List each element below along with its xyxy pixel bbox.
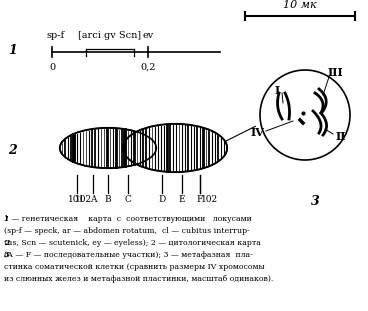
Text: C: C	[124, 195, 131, 204]
Text: 1: 1	[8, 44, 17, 57]
Text: 0: 0	[49, 63, 55, 72]
Text: III: III	[327, 67, 343, 78]
Text: IV: IV	[250, 128, 264, 138]
Text: 0,2: 0,2	[140, 63, 156, 72]
Text: стинка соматической клетки (сравнить размеры IV хромосомы: стинка соматической клетки (сравнить раз…	[4, 263, 265, 271]
Text: I: I	[275, 85, 280, 95]
Text: из слюнных желез и метафазной пластинки, масштаб одинаков).: из слюнных желез и метафазной пластинки,…	[4, 275, 273, 283]
Text: 1: 1	[4, 215, 9, 223]
Text: A: A	[90, 195, 96, 204]
Text: ev: ev	[142, 31, 153, 40]
Text: 102: 102	[201, 195, 218, 204]
Ellipse shape	[60, 128, 156, 168]
Text: 3: 3	[4, 251, 9, 259]
Circle shape	[260, 70, 350, 160]
Text: E: E	[179, 195, 185, 204]
Text: 3: 3	[311, 195, 319, 208]
Text: sp-f: sp-f	[47, 31, 65, 40]
Text: tus, Scn — scutenick, ey — eyeless); 2 — цитологическая карта: tus, Scn — scutenick, ey — eyeless); 2 —…	[4, 239, 261, 247]
Text: 10 мк: 10 мк	[283, 0, 317, 10]
Text: (А — F — последовательные участки); 3 — метафазная  пла-: (А — F — последовательные участки); 3 — …	[4, 251, 253, 259]
Text: 2: 2	[4, 239, 9, 247]
Text: 102: 102	[75, 195, 92, 204]
Text: 1 — генетическая    карта  с  соответствующими   локусами: 1 — генетическая карта с соответствующим…	[4, 215, 252, 223]
Text: (sp-f — speck, ar — abdomen rotatum,  cl — cubitus interrup-: (sp-f — speck, ar — abdomen rotatum, cl …	[4, 227, 250, 235]
Text: II: II	[336, 132, 346, 142]
Text: D: D	[158, 195, 166, 204]
Text: [arci gv Scn]: [arci gv Scn]	[78, 31, 141, 40]
Text: F: F	[197, 195, 203, 204]
Text: 2: 2	[8, 143, 17, 156]
Text: 101: 101	[68, 195, 86, 204]
Text: B: B	[105, 195, 111, 204]
Ellipse shape	[123, 124, 227, 172]
